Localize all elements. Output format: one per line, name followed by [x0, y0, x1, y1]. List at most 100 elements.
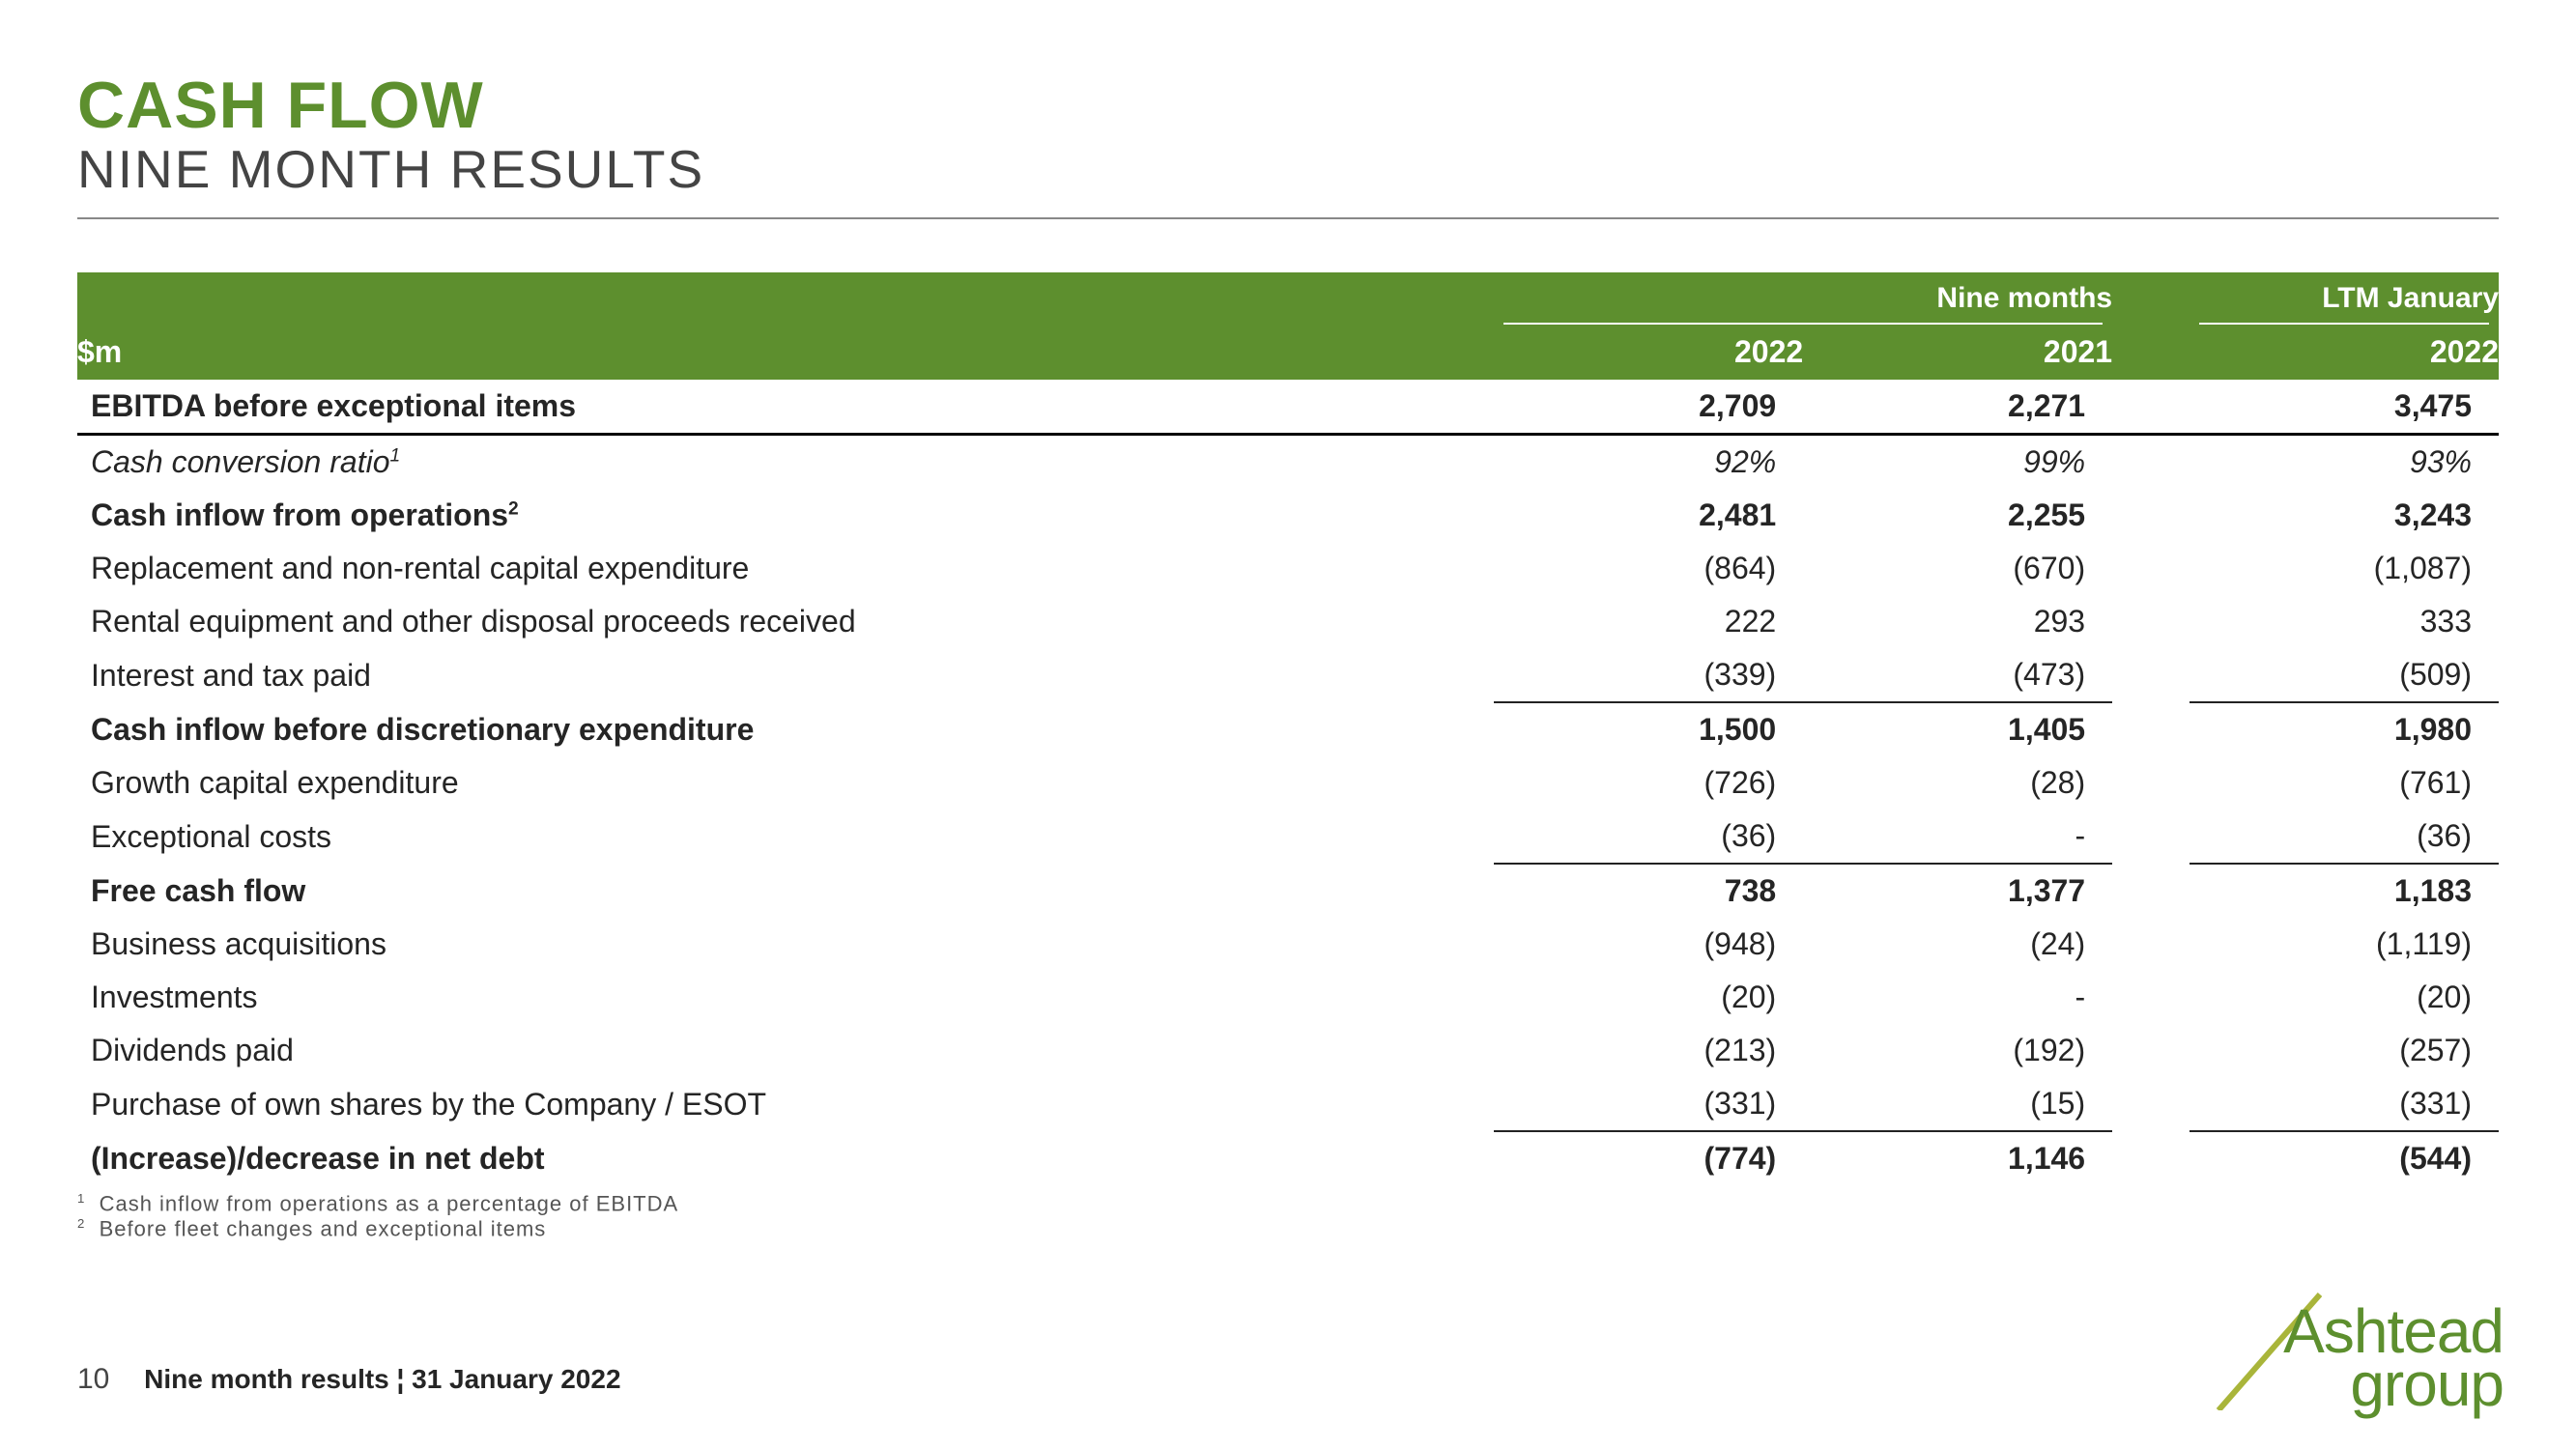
- cell-gap: [2112, 756, 2190, 810]
- header-gap: [2112, 272, 2190, 325]
- cell-value: 1,405: [1803, 702, 2112, 756]
- row-label: Rental equipment and other disposal proc…: [77, 595, 1494, 648]
- footnote-1: 1 Cash inflow from operations as a perce…: [77, 1191, 2499, 1216]
- cell-value: (761): [2190, 756, 2499, 810]
- cell-gap: [2112, 648, 2190, 702]
- row-label: Purchase of own shares by the Company / …: [77, 1077, 1494, 1131]
- page-number: 10: [77, 1363, 109, 1395]
- cell-value: 2,271: [1803, 380, 2112, 435]
- row-label: Free cash flow: [77, 864, 1494, 918]
- table-row: Purchase of own shares by the Company / …: [77, 1077, 2499, 1131]
- table-header: Nine months LTM January $m 2022 2021 202…: [77, 272, 2499, 380]
- header-blank: [77, 272, 1494, 325]
- table-row: Investments(20)-(20): [77, 971, 2499, 1024]
- row-label: Cash conversion ratio1: [77, 435, 1494, 490]
- row-label: (Increase)/decrease in net debt: [77, 1131, 1494, 1185]
- cell-value: (24): [1803, 918, 2112, 971]
- cell-value: (20): [1494, 971, 1803, 1024]
- cell-gap: [2112, 435, 2190, 490]
- table-row: Rental equipment and other disposal proc…: [77, 595, 2499, 648]
- cell-value: 3,475: [2190, 380, 2499, 435]
- cell-value: -: [1803, 810, 2112, 864]
- header-group-ltm: LTM January: [2190, 272, 2499, 325]
- ashtead-logo: Ashtead group: [2185, 1285, 2504, 1410]
- cell-value: (1,119): [2190, 918, 2499, 971]
- cell-value: 222: [1494, 595, 1803, 648]
- slide: CASH FLOW NINE MONTH RESULTS Nine months…: [0, 0, 2576, 1449]
- cell-value: (257): [2190, 1024, 2499, 1077]
- footnote-2: 2 Before fleet changes and exceptional i…: [77, 1216, 2499, 1241]
- cell-value: 1,146: [1803, 1131, 2112, 1185]
- cell-gap: [2112, 595, 2190, 648]
- page-subtitle: NINE MONTH RESULTS: [77, 138, 2499, 200]
- cell-value: (192): [1803, 1024, 2112, 1077]
- row-label: Cash inflow from operations2: [77, 489, 1494, 542]
- row-label: Interest and tax paid: [77, 648, 1494, 702]
- cell-value: (20): [2190, 971, 2499, 1024]
- table-row: Free cash flow7381,3771,183: [77, 864, 2499, 918]
- row-label: Investments: [77, 971, 1494, 1024]
- table-row: Cash conversion ratio192%99% 93%: [77, 435, 2499, 490]
- row-label: Dividends paid: [77, 1024, 1494, 1077]
- cell-value: (331): [1494, 1077, 1803, 1131]
- cell-value: 92%: [1494, 435, 1803, 490]
- slide-footer: 10 Nine month results ¦ 31 January 2022: [77, 1363, 621, 1396]
- cell-value: (670): [1803, 542, 2112, 595]
- row-label: EBITDA before exceptional items: [77, 380, 1494, 435]
- row-label: Business acquisitions: [77, 918, 1494, 971]
- header-unit: $m: [77, 325, 1494, 380]
- cell-value: (726): [1494, 756, 1803, 810]
- header-gap2: [2112, 325, 2190, 380]
- page-title: CASH FLOW: [77, 68, 2499, 143]
- table-row: Interest and tax paid(339)(473)(509): [77, 648, 2499, 702]
- cell-value: (339): [1494, 648, 1803, 702]
- cell-gap: [2112, 489, 2190, 542]
- cell-value: 93%: [2190, 435, 2499, 490]
- table-row: Dividends paid(213)(192) (257): [77, 1024, 2499, 1077]
- cell-value: (948): [1494, 918, 1803, 971]
- cell-gap: [2112, 702, 2190, 756]
- cell-gap: [2112, 1024, 2190, 1077]
- header-col-2022a: 2022: [1494, 325, 1803, 380]
- table-row: Replacement and non-rental capital expen…: [77, 542, 2499, 595]
- cell-gap: [2112, 918, 2190, 971]
- cash-flow-table-wrap: Nine months LTM January $m 2022 2021 202…: [77, 272, 2499, 1242]
- cell-value: 1,377: [1803, 864, 2112, 918]
- header-col-2021: 2021: [1803, 325, 2112, 380]
- table-row: Cash inflow before discretionary expendi…: [77, 702, 2499, 756]
- cell-gap: [2112, 810, 2190, 864]
- cell-value: (509): [2190, 648, 2499, 702]
- footer-text: Nine month results ¦ 31 January 2022: [144, 1364, 620, 1394]
- cell-gap: [2112, 971, 2190, 1024]
- cell-value: (1,087): [2190, 542, 2499, 595]
- table-row: Exceptional costs(36)-(36): [77, 810, 2499, 864]
- cell-value: 1,183: [2190, 864, 2499, 918]
- cell-value: 1,980: [2190, 702, 2499, 756]
- cell-value: (28): [1803, 756, 2112, 810]
- cell-value: (544): [2190, 1131, 2499, 1185]
- cell-value: (213): [1494, 1024, 1803, 1077]
- row-label: Cash inflow before discretionary expendi…: [77, 702, 1494, 756]
- cell-value: (36): [1494, 810, 1803, 864]
- header-col-2022b: 2022: [2190, 325, 2499, 380]
- cell-gap: [2112, 380, 2190, 435]
- header-group-nine-months: Nine months: [1494, 272, 2112, 325]
- cell-value: 1,500: [1494, 702, 1803, 756]
- cell-value: 333: [2190, 595, 2499, 648]
- cell-value: 293: [1803, 595, 2112, 648]
- cell-gap: [2112, 1077, 2190, 1131]
- cell-value: (15): [1803, 1077, 2112, 1131]
- row-label: Exceptional costs: [77, 810, 1494, 864]
- cell-value: 2,481: [1494, 489, 1803, 542]
- cell-value: -: [1803, 971, 2112, 1024]
- cell-gap: [2112, 1131, 2190, 1185]
- cell-gap: [2112, 542, 2190, 595]
- cell-value: 3,243: [2190, 489, 2499, 542]
- footnotes: 1 Cash inflow from operations as a perce…: [77, 1191, 2499, 1242]
- title-rule: [77, 217, 2499, 219]
- cell-value: (774): [1494, 1131, 1803, 1185]
- cell-value: (864): [1494, 542, 1803, 595]
- cell-value: (36): [2190, 810, 2499, 864]
- cell-value: 2,255: [1803, 489, 2112, 542]
- cell-value: 99%: [1803, 435, 2112, 490]
